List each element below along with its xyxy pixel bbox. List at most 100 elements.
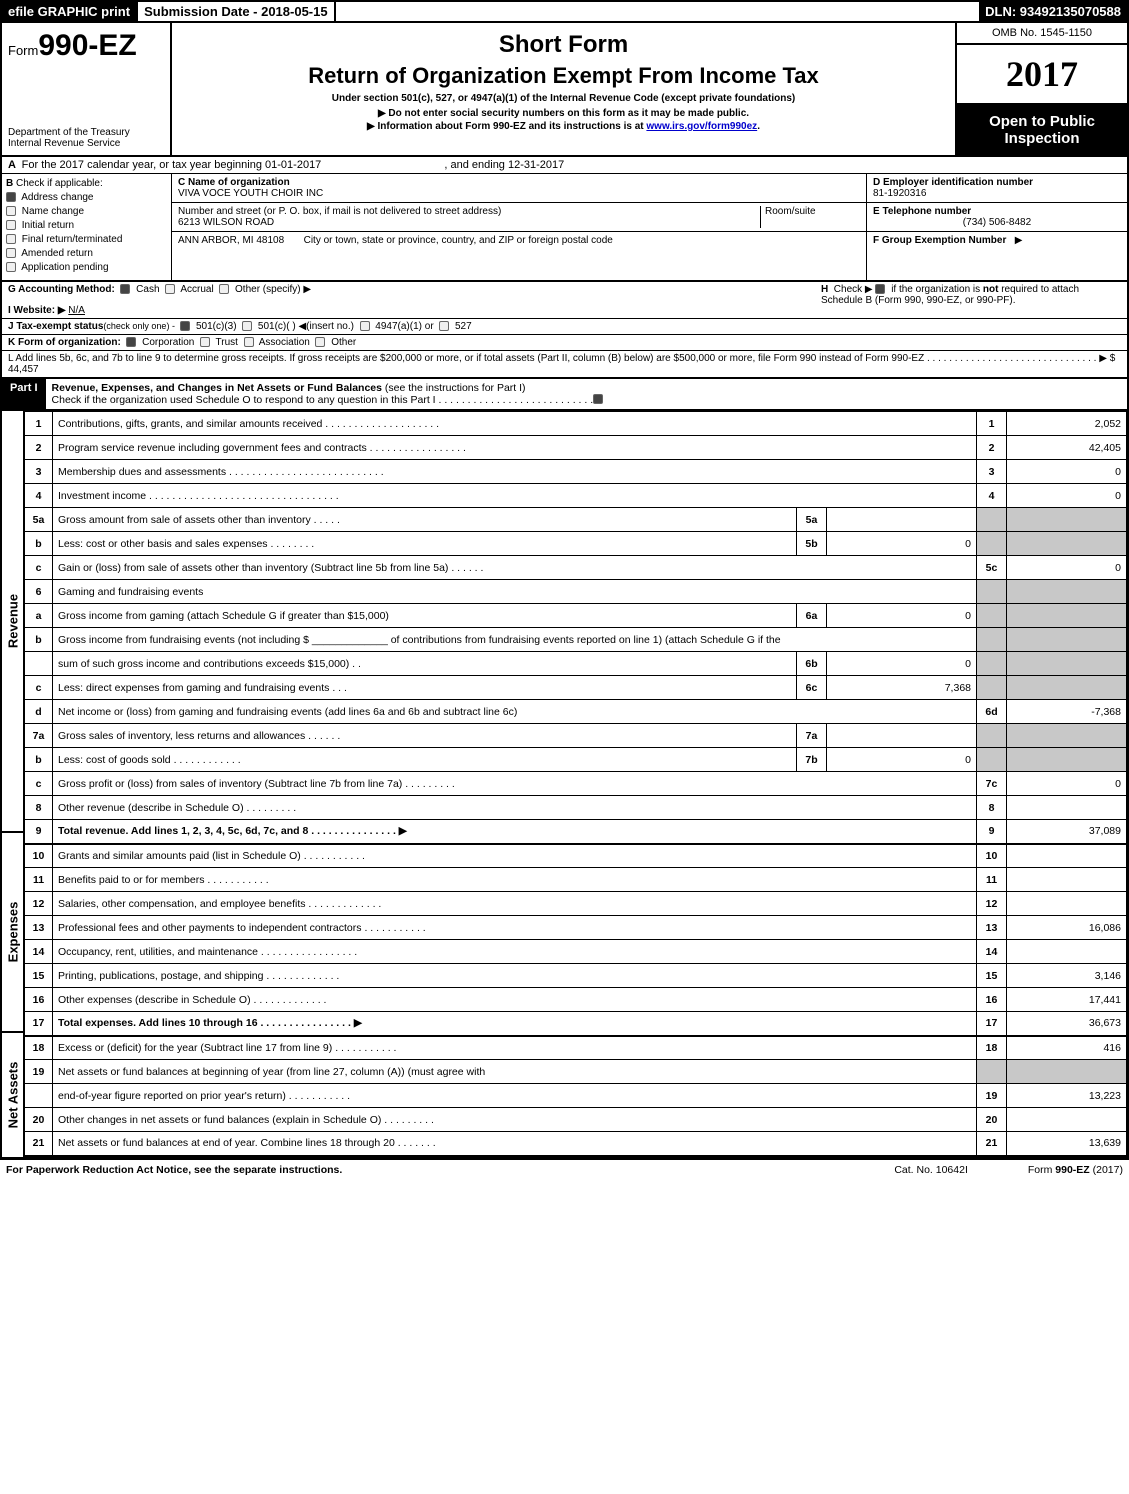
arrow2-post: . [757, 121, 760, 132]
checkbox-icon[interactable] [6, 206, 16, 216]
right-val-shaded [1007, 652, 1127, 676]
right-num-shaded [977, 628, 1007, 652]
line-g-h: G Accounting Method: Cash Accrual Other … [2, 282, 1127, 319]
form-subtitle: Under section 501(c), 527, or 4947(a)(1)… [180, 93, 947, 104]
line-a-end: , and ending 12-31-2017 [444, 159, 564, 171]
line-row: 15Printing, publications, postage, and s… [25, 964, 1127, 988]
line-row: 6Gaming and fundraising events [25, 580, 1127, 604]
right-value: 36,673 [1007, 1012, 1127, 1036]
line-number: c [25, 676, 53, 700]
arrow-line-2: ▶ Information about Form 990-EZ and its … [180, 121, 947, 132]
col-b-checkboxes: B Check if applicable: Address change Na… [2, 174, 172, 280]
form-header: Form990-EZ Department of the Treasury In… [0, 23, 1129, 157]
line-row: 18Excess or (deficit) for the year (Subt… [25, 1036, 1127, 1060]
right-value [1007, 796, 1127, 820]
right-number: 15 [977, 964, 1007, 988]
line-label: Gross sales of inventory, less returns a… [53, 724, 797, 748]
right-value: -7,368 [1007, 700, 1127, 724]
line-number: 16 [25, 988, 53, 1012]
g-opt-checkbox[interactable] [219, 284, 229, 294]
checkbox-icon[interactable] [6, 192, 16, 202]
checkbox-icon[interactable] [6, 220, 16, 230]
right-number: 20 [977, 1108, 1007, 1132]
part1-checkbox[interactable] [593, 394, 603, 404]
right-num-shaded [977, 604, 1007, 628]
checkbox-icon[interactable] [6, 248, 16, 258]
k-opt-checkbox[interactable] [315, 337, 325, 347]
checkbox-icon[interactable] [6, 234, 16, 244]
line-row: 1Contributions, gifts, grants, and simil… [25, 412, 1127, 436]
right-val-shaded [1007, 532, 1127, 556]
j-opt-checkbox[interactable] [360, 321, 370, 331]
line-number [25, 652, 53, 676]
right-num-shaded [977, 1060, 1007, 1084]
right-number: 1 [977, 412, 1007, 436]
line-label: Net assets or fund balances at beginning… [53, 1060, 977, 1084]
h-checkbox[interactable] [875, 284, 885, 294]
right-value: 37,089 [1007, 820, 1127, 844]
g-opt-checkbox[interactable] [120, 284, 130, 294]
line-label: Gross amount from sale of assets other t… [53, 508, 797, 532]
c-city: ANN ARBOR, MI 48108 [178, 235, 284, 246]
line-number: b [25, 748, 53, 772]
line-number: d [25, 700, 53, 724]
k-opt-checkbox[interactable] [200, 337, 210, 347]
line-label: Gross profit or (loss) from sales of inv… [53, 772, 977, 796]
dept-line-2: Internal Revenue Service [8, 138, 164, 149]
e-label: E Telephone number [873, 206, 971, 217]
line-number: c [25, 772, 53, 796]
top-bar: efile GRAPHIC print Submission Date - 20… [0, 0, 1129, 23]
open-to-public-badge: Open to Public Inspection [957, 105, 1127, 155]
line-a-text: For the 2017 calendar year, or tax year … [22, 159, 322, 171]
right-number: 12 [977, 892, 1007, 916]
instructions-link[interactable]: www.irs.gov/form990ez [646, 121, 757, 132]
right-num-shaded [977, 676, 1007, 700]
right-num-shaded [977, 532, 1007, 556]
omb-number: OMB No. 1545-1150 [957, 23, 1127, 45]
line-label: Total expenses. Add lines 10 through 16 … [53, 1012, 977, 1036]
line-row: 9Total revenue. Add lines 1, 2, 3, 4, 5c… [25, 820, 1127, 844]
right-number: 2 [977, 436, 1007, 460]
right-num-shaded [977, 748, 1007, 772]
line-row: 10Grants and similar amounts paid (list … [25, 844, 1127, 868]
e-val: (734) 506-8482 [873, 217, 1121, 228]
row-bcdef: B Check if applicable: Address change Na… [2, 174, 1127, 280]
right-value: 13,223 [1007, 1084, 1127, 1108]
right-value: 2,052 [1007, 412, 1127, 436]
header-center: Short Form Return of Organization Exempt… [172, 23, 957, 155]
mid-value: 0 [827, 532, 977, 556]
right-value [1007, 868, 1127, 892]
line-label: Contributions, gifts, grants, and simila… [53, 412, 977, 436]
g-opt-checkbox[interactable] [165, 284, 175, 294]
right-value: 17,441 [1007, 988, 1127, 1012]
right-num-shaded [977, 508, 1007, 532]
line-number: 17 [25, 1012, 53, 1036]
right-num-shaded [977, 580, 1007, 604]
right-number: 9 [977, 820, 1007, 844]
line-j: J Tax-exempt status(check only one) - 50… [2, 319, 1127, 335]
j-opt-checkbox[interactable] [439, 321, 449, 331]
j-opt-checkbox[interactable] [242, 321, 252, 331]
line-row: 5aGross amount from sale of assets other… [25, 508, 1127, 532]
efile-print-button[interactable]: efile GRAPHIC print [2, 2, 136, 21]
right-val-shaded [1007, 724, 1127, 748]
line-row: 14Occupancy, rent, utilities, and mainte… [25, 940, 1127, 964]
tax-year: 2017 [957, 45, 1127, 105]
j-opt-checkbox[interactable] [180, 321, 190, 331]
k-opt-checkbox[interactable] [244, 337, 254, 347]
line-label: Less: cost of goods sold . . . . . . . .… [53, 748, 797, 772]
right-number: 17 [977, 1012, 1007, 1036]
line-number: 2 [25, 436, 53, 460]
line-row: 20Other changes in net assets or fund ba… [25, 1108, 1127, 1132]
checkbox-icon[interactable] [6, 262, 16, 272]
line-row: bGross income from fundraising events (n… [25, 628, 1127, 652]
c-street-label: Number and street (or P. O. box, if mail… [178, 206, 501, 217]
line-row: 19Net assets or fund balances at beginni… [25, 1060, 1127, 1084]
right-num-shaded [977, 652, 1007, 676]
d-label: D Employer identification number [873, 177, 1033, 188]
lines-table: 1Contributions, gifts, grants, and simil… [24, 411, 1127, 1157]
dln-label: DLN: 93492135070588 [979, 2, 1127, 21]
line-label: Professional fees and other payments to … [53, 916, 977, 940]
k-opt-checkbox[interactable] [126, 337, 136, 347]
footer-left: For Paperwork Reduction Act Notice, see … [6, 1164, 342, 1176]
